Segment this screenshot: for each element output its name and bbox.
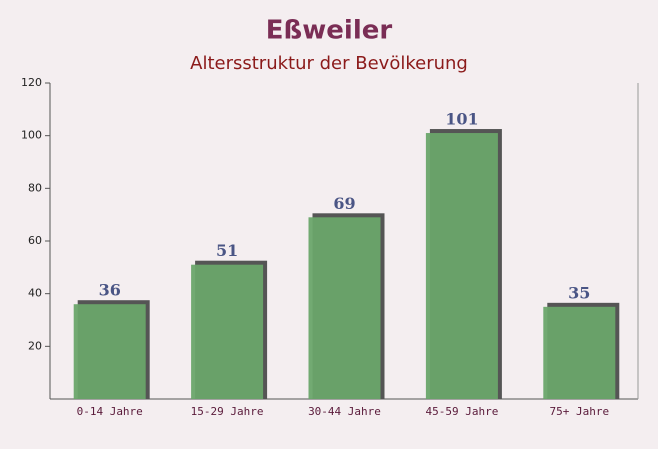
bar <box>425 133 498 400</box>
y-tick-label: 120 <box>21 76 42 89</box>
bar <box>73 304 146 399</box>
bar <box>543 306 616 399</box>
x-tick-label: 15-29 Jahre <box>191 405 264 418</box>
x-tick-label: 0-14 Jahre <box>77 405 143 418</box>
y-tick-label: 20 <box>28 339 42 352</box>
chart-title: Eßweiler <box>266 16 393 46</box>
y-tick-label: 60 <box>28 234 42 247</box>
value-label: 36 <box>99 281 121 300</box>
bar <box>308 217 381 399</box>
value-label: 35 <box>568 283 590 302</box>
value-label: 101 <box>445 110 478 129</box>
value-label: 69 <box>333 194 355 213</box>
value-label: 51 <box>216 241 238 260</box>
chart-subtitle: Altersstruktur der Bevölkerung <box>190 53 468 74</box>
x-tick-label: 30-44 Jahre <box>308 405 381 418</box>
x-tick-label: 45-59 Jahre <box>425 405 498 418</box>
y-tick-label: 40 <box>28 287 42 300</box>
y-tick-label: 80 <box>28 181 42 194</box>
x-tick-label: 75+ Jahre <box>549 405 609 418</box>
y-tick-label: 100 <box>21 129 42 142</box>
bar <box>191 264 264 399</box>
